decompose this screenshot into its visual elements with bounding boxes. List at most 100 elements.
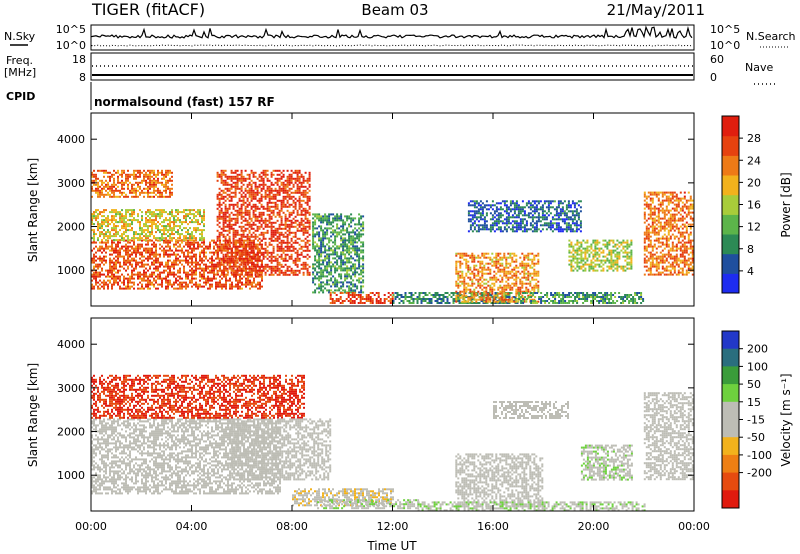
heatmap-cell: [332, 233, 335, 236]
heatmap-cell: [473, 292, 476, 295]
heatmap-cell: [324, 227, 327, 230]
heatmap-cell: [258, 175, 261, 178]
heatmap-cell: [408, 300, 411, 302]
heatmap-cell: [324, 283, 327, 286]
heatmap-cell: [254, 209, 257, 212]
heatmap-cell: [226, 197, 229, 200]
heatmap-cell: [284, 179, 287, 182]
heatmap-cell: [452, 292, 455, 294]
heatmap-cell: [191, 269, 193, 272]
heatmap-cell: [199, 239, 201, 242]
heatmap-cell: [396, 292, 399, 294]
heatmap-cell: [308, 205, 311, 208]
heatmap-cell: [270, 215, 273, 218]
heatmap-cell: [356, 247, 359, 250]
heatmap-cell: [105, 247, 107, 250]
heatmap-cell: [250, 179, 253, 182]
heatmap-cell: [131, 285, 133, 288]
heatmap-cell: [173, 265, 175, 268]
heatmap-cell: [515, 260, 518, 263]
heatmap-cell: [304, 179, 307, 182]
heatmap-cell: [222, 179, 225, 182]
heatmap-cell: [252, 253, 255, 256]
heatmap-cell: [91, 275, 93, 278]
heatmap-cell: [157, 169, 159, 172]
heatmap-cell: [147, 193, 149, 196]
heatmap-cell: [183, 255, 185, 258]
heatmap-cell: [111, 211, 113, 214]
heatmap-cell: [149, 225, 151, 228]
heatmap-cell: [121, 173, 123, 176]
heatmap-cell: [458, 300, 461, 302]
heatmap-cell: [377, 300, 380, 302]
heatmap-cell: [235, 275, 237, 278]
heatmap-cell: [113, 177, 115, 180]
heatmap-cell: [358, 249, 361, 252]
heatmap-cell: [479, 270, 482, 273]
heatmap-cell: [282, 195, 285, 198]
heatmap-cell: [111, 253, 113, 256]
heatmap-cell: [169, 235, 171, 238]
heatmap-cell: [501, 276, 504, 279]
heatmap-cell: [272, 193, 275, 196]
heatmap-cell: [244, 217, 247, 220]
heatmap-cell: [233, 261, 235, 264]
heatmap-cell: [298, 191, 301, 194]
heatmap-cell: [117, 241, 119, 244]
beam-title: Beam 03: [361, 1, 428, 19]
heatmap-cell: [496, 294, 499, 296]
heatmap-cell: [147, 169, 149, 172]
heatmap-cell: [424, 298, 427, 300]
heatmap-cell: [220, 175, 223, 178]
heatmap-cell: [109, 185, 111, 188]
heatmap-cell: [252, 251, 255, 254]
heatmap-cell: [298, 243, 301, 246]
heatmap-cell: [260, 203, 263, 206]
heatmap-cell: [121, 247, 123, 250]
heatmap-cell: [259, 283, 261, 286]
heatmap-cell: [256, 187, 259, 190]
heatmap-cell: [123, 267, 125, 270]
heatmap-cell: [246, 183, 249, 186]
heatmap-cell: [250, 223, 253, 226]
heatmap-cell: [459, 280, 462, 283]
heatmap-cell: [238, 273, 241, 276]
heatmap-cell: [473, 260, 476, 263]
heatmap-cell: [324, 219, 327, 222]
heatmap-cell: [181, 249, 183, 252]
heatmap-cell: [352, 219, 355, 222]
heatmap-cell: [129, 215, 131, 218]
heatmap-cell: [175, 225, 177, 228]
heatmap-cell: [93, 169, 95, 172]
heatmap-cell: [312, 239, 315, 242]
heatmap-cell: [99, 245, 101, 248]
heatmap-cell: [147, 247, 149, 250]
heatmap-cell: [141, 171, 143, 174]
heatmap-cell: [286, 217, 289, 220]
heatmap-cell: [179, 275, 181, 278]
heatmap-cell: [320, 275, 323, 278]
heatmap-cell: [143, 225, 145, 228]
heatmap-cell: [503, 286, 506, 289]
heatmap-cell: [254, 223, 257, 226]
heatmap-cell: [241, 277, 243, 280]
heatmap-cell: [213, 253, 215, 256]
heatmap-cell: [109, 223, 111, 226]
heatmap-cell: [320, 255, 323, 258]
heatmap-cell: [213, 245, 215, 248]
heatmap-cell: [479, 296, 482, 299]
heatmap-cell: [342, 223, 345, 226]
heatmap-cell: [292, 271, 295, 274]
heatmap-cell: [254, 273, 257, 276]
heatmap-cell: [135, 175, 137, 178]
heatmap-cell: [278, 179, 281, 182]
heatmap-cell: [363, 298, 366, 300]
heatmap-cell: [260, 273, 263, 276]
heatmap-cell: [286, 269, 289, 272]
heatmap-cell: [157, 195, 159, 198]
heatmap-cell: [228, 187, 231, 190]
heatmap-cell: [268, 219, 271, 222]
heatmap-cell: [280, 175, 283, 178]
heatmap-cell: [253, 243, 255, 246]
heatmap-cell: [231, 273, 233, 276]
